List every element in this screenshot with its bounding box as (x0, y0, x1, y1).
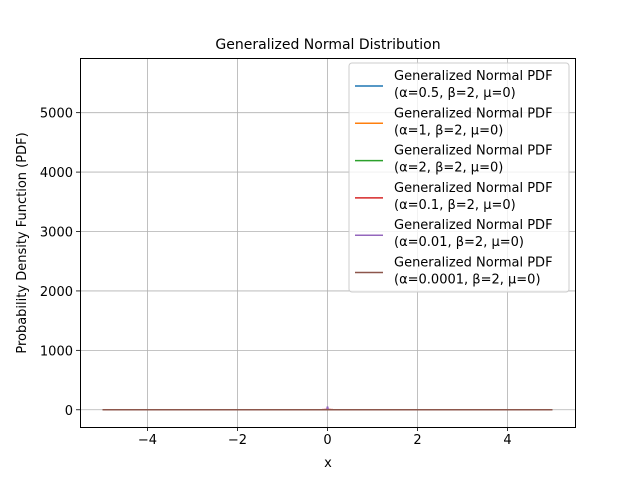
x-tick-label: 4 (503, 433, 511, 448)
plot-lines (102, 406, 553, 411)
legend-label: Generalized Normal PDF (α=0.1, β=2, μ=0) (394, 181, 553, 213)
y-tick-label: 5000 (40, 107, 73, 122)
y-tick-label: 2000 (40, 285, 73, 300)
plot-frame (80, 58, 576, 428)
x-tick-label: 2 (413, 433, 421, 448)
chart-title: Generalized Normal Distribution (215, 37, 440, 53)
x-axis-ticks: −4 −2 0 2 4 (138, 427, 512, 448)
y-axis-label: Probability Density Function (PDF) (15, 132, 30, 353)
y-tick-label: 3000 (40, 226, 73, 241)
legend-label: Generalized Normal PDF (α=2, β=2, μ=0) (394, 144, 553, 176)
legend-label: Generalized Normal PDF (α=0.01, β=2, μ=0) (394, 218, 553, 250)
legend-label: Generalized Normal PDF (α=1, β=2, μ=0) (394, 106, 553, 138)
y-tick-label: 4000 (40, 166, 73, 181)
x-axis-label: x (324, 456, 332, 471)
y-axis-ticks: 0 1000 2000 3000 4000 5000 (40, 107, 80, 419)
x-tick-label: −4 (138, 433, 157, 448)
x-tick-label: −2 (228, 433, 247, 448)
legend-label: Generalized Normal PDF (α=0.5, β=2, μ=0) (394, 69, 553, 101)
legend-box (348, 62, 570, 293)
x-tick-label: 0 (323, 433, 331, 448)
legend-label: Generalized Normal PDF (α=0.0001, β=2, μ=… (394, 256, 553, 288)
legend: Generalized Normal PDF (α=0.5, β=2, μ=0) G… (348, 62, 570, 293)
y-tick-label: 1000 (40, 344, 73, 359)
y-tick-label: 0 (65, 404, 73, 419)
